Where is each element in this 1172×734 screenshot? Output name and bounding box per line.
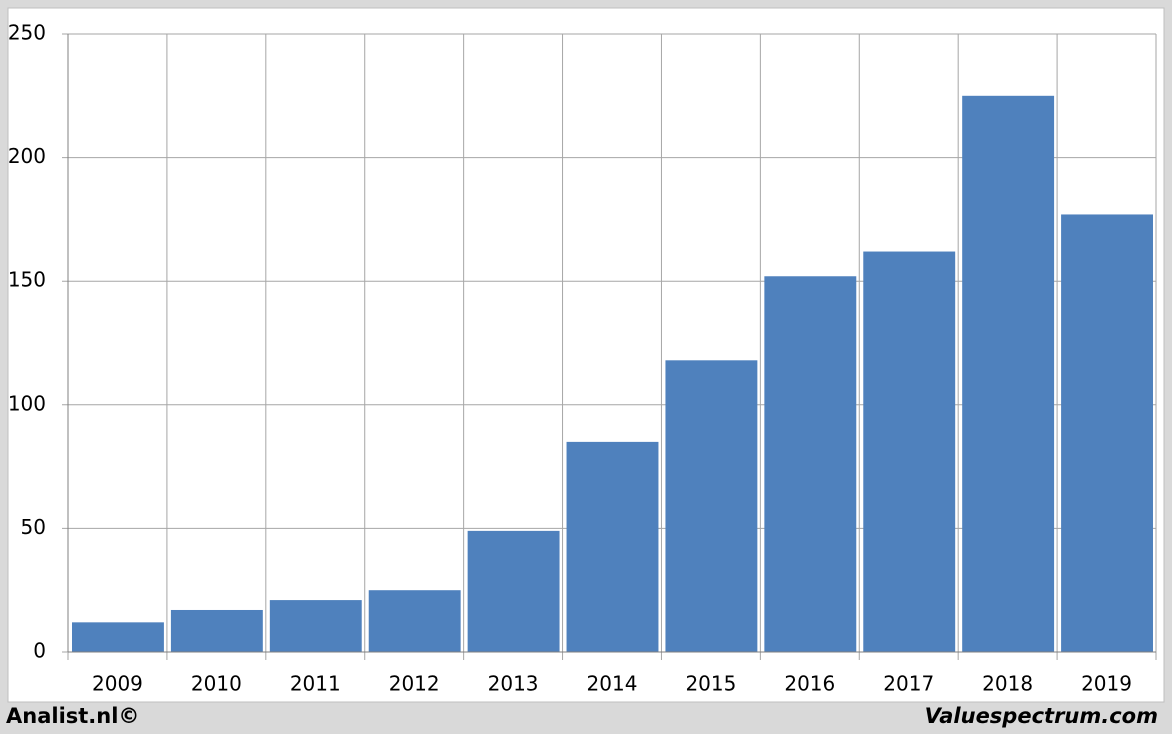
bar bbox=[863, 251, 956, 652]
x-tick-label: 2013 bbox=[488, 672, 539, 696]
x-tick-label: 2018 bbox=[982, 672, 1033, 696]
bar bbox=[764, 276, 857, 652]
bar bbox=[566, 441, 659, 652]
bar bbox=[269, 600, 362, 652]
x-tick-label: 2017 bbox=[883, 672, 934, 696]
x-tick-label: 2019 bbox=[1081, 672, 1132, 696]
x-tick-label: 2012 bbox=[389, 672, 440, 696]
x-tick-label: 2009 bbox=[92, 672, 143, 696]
y-tick-label: 200 bbox=[8, 144, 46, 168]
x-tick-label: 2015 bbox=[685, 672, 736, 696]
bar bbox=[962, 95, 1055, 653]
x-tick-label: 2014 bbox=[587, 672, 638, 696]
bar bbox=[170, 609, 263, 652]
bar bbox=[665, 360, 758, 652]
y-tick-label: 100 bbox=[8, 391, 46, 415]
footer-right: Valuespectrum.com bbox=[925, 704, 1158, 728]
footer-left: Analist.nl© bbox=[6, 704, 139, 728]
x-tick-label: 2011 bbox=[290, 672, 341, 696]
bar bbox=[1061, 214, 1153, 652]
bar bbox=[368, 590, 461, 652]
bar bbox=[467, 530, 560, 652]
y-tick-label: 0 bbox=[33, 639, 46, 663]
x-tick-label: 2016 bbox=[784, 672, 835, 696]
x-tick-label: 2010 bbox=[191, 672, 242, 696]
y-tick-label: 150 bbox=[8, 268, 46, 292]
bar bbox=[72, 622, 164, 652]
y-tick-label: 50 bbox=[21, 515, 46, 539]
y-tick-label: 250 bbox=[8, 21, 46, 45]
